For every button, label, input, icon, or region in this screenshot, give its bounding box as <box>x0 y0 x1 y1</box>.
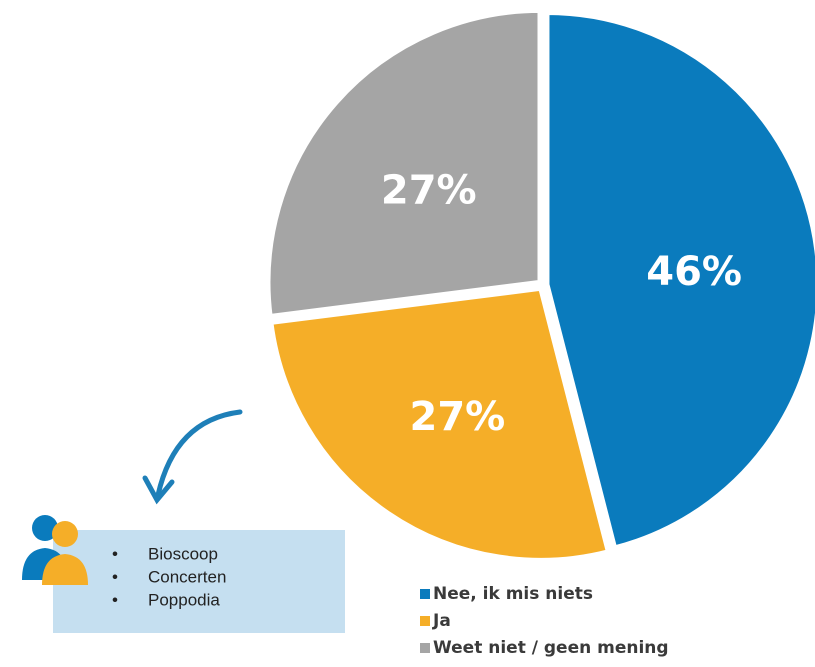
slice-label: 46% <box>646 249 742 295</box>
pie-slice <box>265 7 543 320</box>
pie-slice <box>268 285 612 563</box>
people-icon <box>22 515 88 585</box>
legend-label: Ja <box>432 611 451 631</box>
callout-item: Bioscoop <box>148 544 218 563</box>
pie-slice <box>544 9 815 552</box>
legend-label: Weet niet / geen mening <box>433 638 669 658</box>
callout-item: Concerten <box>148 567 226 586</box>
slice-label: 27% <box>410 394 506 440</box>
callout-box <box>53 530 345 633</box>
bullet: • <box>112 544 118 563</box>
bullet: • <box>112 567 118 586</box>
legend-swatch <box>420 589 430 599</box>
arrow <box>142 409 243 505</box>
callout-item: Poppodia <box>148 590 220 609</box>
legend-swatch <box>420 643 430 653</box>
slice-label: 27% <box>381 167 477 213</box>
legend-label: Nee, ik mis niets <box>433 584 593 604</box>
legend-swatch <box>420 616 430 626</box>
bullet: • <box>112 590 118 609</box>
